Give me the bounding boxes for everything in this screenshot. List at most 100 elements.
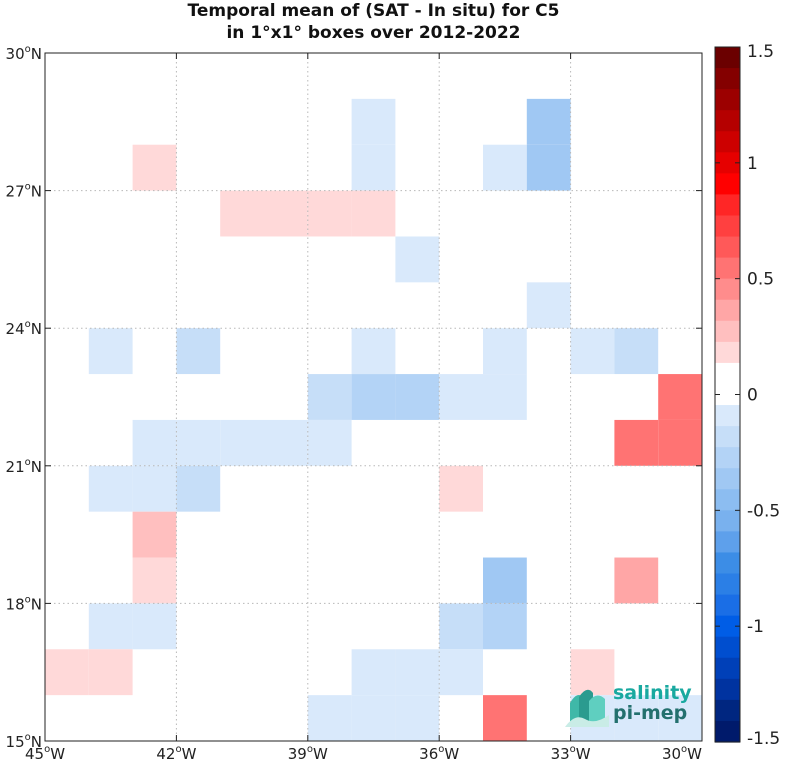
colorbar-tick-label: 0.5	[747, 270, 774, 290]
heatmap-cell	[439, 649, 483, 696]
x-tick-label: 30oW	[662, 744, 702, 763]
heatmap-cell	[307, 695, 352, 741]
heatmap-cell	[483, 328, 527, 375]
heatmap-cell	[132, 511, 177, 558]
y-tick-label: 15oN	[6, 732, 42, 751]
heatmap-cell	[614, 328, 659, 375]
heatmap-cell	[220, 190, 264, 237]
chart-subtitle: in 1°x1° boxes over 2012-2022	[226, 23, 521, 43]
salinity-pimep-logo: salinity pi-mep	[565, 683, 700, 728]
colorbar-segment	[715, 531, 740, 554]
heatmap-cell	[220, 419, 264, 466]
chart-title: Temporal mean of (SAT - In situ) for C5	[187, 1, 560, 21]
colorbar-segment	[715, 299, 740, 322]
heatmap-cell	[351, 328, 396, 375]
heatmap-cell	[658, 695, 702, 741]
y-tick-label: 27oN	[6, 182, 42, 201]
colorbar-segment	[715, 110, 740, 132]
x-tick-label: 45oW	[25, 744, 65, 763]
colorbar-segment	[715, 320, 740, 343]
heatmap-cell	[176, 419, 221, 466]
colorbar-segment	[715, 468, 740, 490]
heatmap-cell	[264, 190, 308, 237]
heatmap-cell	[351, 190, 396, 237]
colorbar-tick-label: 1	[747, 154, 758, 174]
colorbar-segment	[715, 341, 740, 364]
colorbar-segment	[715, 173, 740, 196]
colorbar-segment	[715, 615, 740, 638]
colorbar-segment	[715, 657, 740, 680]
colorbar-tick-label: -1	[747, 617, 764, 637]
heatmap-cell	[658, 419, 702, 466]
colorbar-segment	[715, 47, 740, 69]
heatmap-cell	[132, 465, 177, 512]
logo-text-line2: pi-mep	[613, 702, 688, 724]
colorbar-segment	[715, 426, 740, 448]
heatmap-cell	[483, 144, 527, 191]
heatmap-cell	[176, 328, 221, 375]
colorbar-segment	[715, 678, 740, 701]
y-tick-label: 30oN	[6, 44, 42, 63]
colorbar: 1.5 1 0.5 0 -0.5 -1 -1.5	[714, 42, 780, 749]
heatmap-cell	[614, 557, 659, 604]
heatmap-cell	[307, 374, 352, 420]
plot-frame	[44, 52, 703, 742]
heatmap-cell	[88, 328, 133, 375]
heatmap-cell	[570, 649, 615, 696]
heatmap-cell	[351, 649, 396, 696]
colorbar-segment	[715, 447, 740, 469]
logo-text-line1: salinity	[613, 682, 692, 704]
colorbar-tick-label: -1.5	[747, 729, 780, 749]
colorbar-segment	[715, 510, 740, 532]
colorbar-segment	[715, 573, 740, 596]
colorbar-tick-label: -0.5	[747, 501, 780, 521]
x-tick-label: 39oW	[288, 744, 328, 763]
heatmap-cell	[395, 236, 440, 283]
colorbar-segment	[715, 636, 740, 659]
heatmap-cell	[483, 557, 527, 604]
heatmap-cell	[526, 282, 571, 329]
colorbar-segment	[715, 362, 740, 385]
heatmap-cell	[307, 190, 352, 237]
wave-logo-icon	[565, 689, 609, 727]
colorbar-segment	[715, 383, 740, 406]
heatmap-cell	[307, 419, 352, 466]
heatmap-cell	[351, 695, 396, 741]
colorbar-segment	[715, 720, 740, 743]
axis-ticks: 45oW 42oW 39oW 36oW 33oW 30oW 15oN 18oN 21oN 24oN…	[6, 44, 703, 763]
heatmap-cell	[439, 465, 483, 512]
colorbar-segment	[715, 278, 740, 301]
colorbar-segment	[715, 215, 740, 238]
colorbar-segment	[715, 552, 740, 575]
heatmap-cell	[395, 649, 440, 696]
colorbar-tick-label: 0	[747, 386, 758, 406]
y-tick-label: 21oN	[6, 457, 42, 476]
heatmap-cell	[483, 695, 527, 741]
heatmap-cell	[614, 419, 659, 466]
chart-title-block: Temporal mean of (SAT - In situ) for C5 …	[45, 0, 702, 44]
heatmap-cell	[45, 649, 89, 696]
heatmap-cell	[132, 557, 177, 604]
colorbar-segment	[715, 68, 740, 90]
heatmap-cell	[483, 374, 527, 420]
heatmap-cell	[88, 649, 133, 696]
y-tick-label: 18oN	[6, 594, 42, 613]
colorbar-segment	[715, 405, 740, 427]
heatmap-cell	[351, 374, 396, 420]
grid-layer	[45, 53, 702, 741]
heatmap-cell	[88, 603, 133, 650]
colorbar-segment	[715, 489, 740, 511]
heatmap-cell	[351, 98, 396, 145]
heatmap-cell	[658, 374, 702, 420]
x-tick-label: 42oW	[156, 744, 196, 763]
heatmap-cell	[395, 374, 440, 420]
heatmap-cell	[351, 144, 396, 191]
colorbar-segment	[715, 89, 740, 111]
colorbar-segment	[715, 699, 740, 722]
heatmap-cell	[526, 144, 571, 191]
colorbar-segment	[715, 194, 740, 217]
x-tick-label: 36oW	[419, 744, 459, 763]
colorbar-tick-label: 1.5	[747, 42, 774, 62]
heatmap-cell	[132, 144, 177, 191]
